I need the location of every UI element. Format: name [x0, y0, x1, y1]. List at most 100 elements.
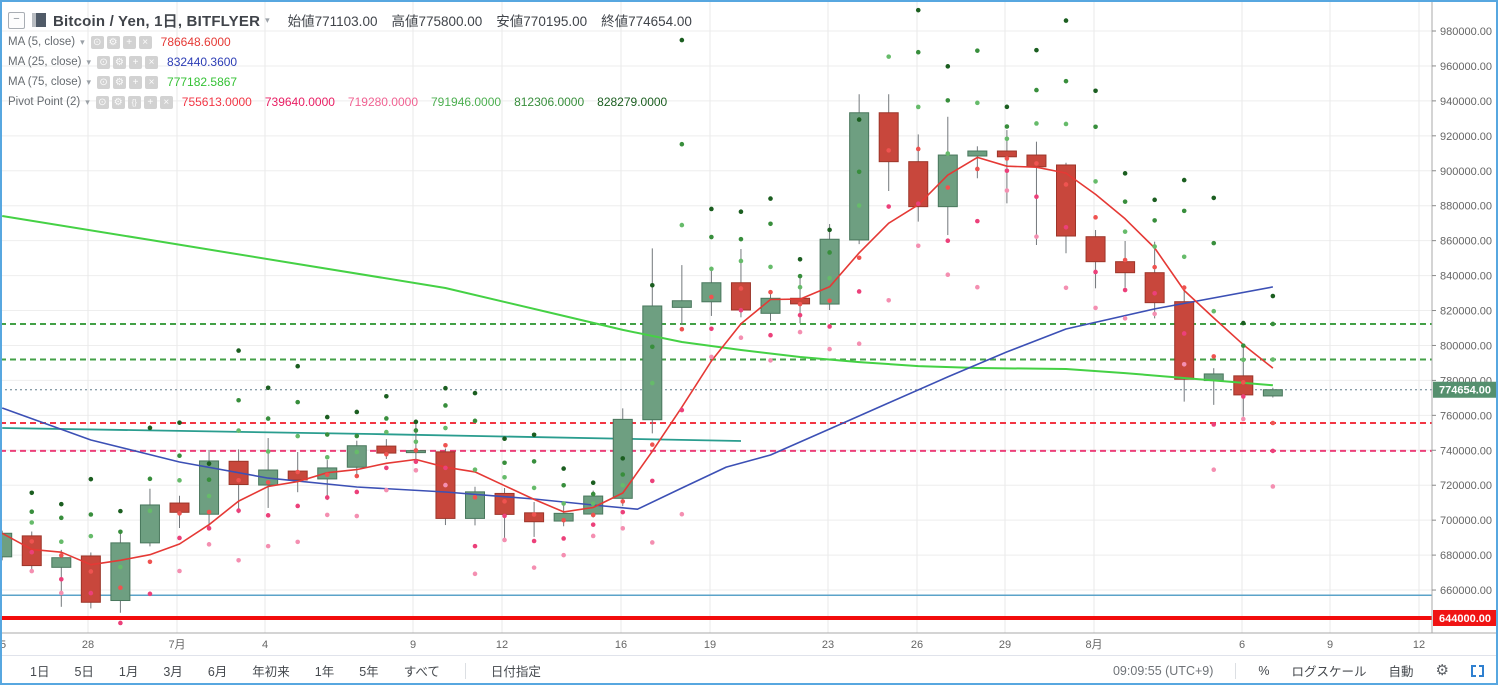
candle-7/11[interactable]	[465, 491, 485, 519]
pivot-dot	[1004, 124, 1010, 129]
candle-7/29[interactable]	[996, 150, 1017, 158]
candle-7/19[interactable]	[701, 282, 722, 303]
range-button-1月[interactable]: 1月	[118, 665, 139, 679]
pivot-dot	[1093, 124, 1098, 130]
indicator-add-button[interactable]: +	[129, 55, 143, 69]
pivot-dot	[1004, 188, 1010, 193]
indicator-close-button[interactable]: ×	[159, 95, 173, 109]
candle-7/24[interactable]	[849, 112, 870, 241]
pivot-dot	[797, 256, 803, 262]
indicator-settings-button[interactable]: ⚙	[106, 35, 120, 49]
candle-8/6[interactable]	[1233, 375, 1254, 396]
indicator-visibility-button[interactable]: ⊙	[90, 35, 104, 49]
chevron-down-icon[interactable]: ▾	[86, 56, 92, 67]
indicator-add-button[interactable]: +	[122, 35, 136, 49]
indicator-values: 786648.6000	[161, 35, 231, 49]
pivot-dot	[590, 522, 596, 527]
range-button-5年[interactable]: 5年	[359, 665, 379, 679]
candle-6/29[interactable]	[110, 542, 131, 602]
pivot-dot	[1241, 416, 1246, 422]
indicator-add-button[interactable]: +	[129, 75, 143, 89]
range-button-5日[interactable]: 5日	[74, 665, 94, 679]
pivot-dot	[118, 529, 123, 535]
gear-icon[interactable]: ⚙	[1435, 662, 1449, 679]
pivot-dot	[1152, 290, 1157, 296]
chevron-down-icon[interactable]: ▾	[265, 14, 270, 25]
pivot-dot	[1241, 357, 1246, 363]
candle-7/28[interactable]	[967, 150, 988, 157]
pivot-dot	[620, 456, 626, 461]
indicator-close-button[interactable]: ×	[145, 75, 159, 89]
pivot-dot	[1034, 87, 1039, 93]
indicator-settings-button[interactable]: ⚙	[111, 95, 125, 109]
candle-7/1[interactable]	[169, 502, 190, 513]
range-button-6月[interactable]: 6月	[207, 665, 228, 679]
candle-7/7[interactable]	[346, 445, 367, 468]
chevron-down-icon[interactable]: ▾	[86, 76, 92, 87]
percent-scale-button[interactable]: %	[1258, 663, 1270, 678]
candle-7/25[interactable]	[878, 112, 899, 163]
candle-6/30[interactable]	[139, 504, 160, 544]
indicator-visibility-button[interactable]: ⊙	[97, 75, 111, 89]
pivot-dot	[1093, 215, 1098, 220]
exchange-logo-icon	[32, 13, 46, 27]
candle-7/17[interactable]	[642, 305, 663, 421]
candle-8/4[interactable]	[1174, 301, 1195, 380]
candle-7/23[interactable]	[819, 238, 840, 305]
price-axis-panel[interactable]	[1432, 0, 1498, 685]
date-range-button[interactable]: 日付指定	[490, 665, 541, 679]
candle-8/3[interactable]	[1144, 272, 1165, 304]
indicator-source-button[interactable]: {}	[127, 95, 141, 109]
indicator-settings-button[interactable]: ⚙	[113, 55, 127, 69]
pivot-dot	[206, 493, 212, 499]
pivot-dot	[147, 508, 153, 514]
range-button-すべて[interactable]: すべて	[403, 665, 440, 679]
indicator-settings-button[interactable]: ⚙	[113, 75, 127, 89]
candle-6/27[interactable]	[51, 557, 72, 568]
range-button-1日[interactable]: 1日	[30, 665, 50, 679]
pivot-dot	[856, 255, 862, 261]
symbol-title[interactable]: Bitcoin / Yen, 1日, BITFLYER	[53, 12, 261, 30]
time-tick-label: 9	[410, 639, 416, 651]
candle-8/7[interactable]	[1262, 389, 1283, 397]
log-scale-button[interactable]: ログスケール	[1291, 665, 1367, 679]
pivot-dot	[738, 286, 744, 291]
candle-8/2[interactable]	[1115, 261, 1136, 274]
pivot-dot	[561, 552, 566, 558]
candle-7/18[interactable]	[671, 300, 692, 308]
pivot-dot	[1034, 47, 1039, 53]
price-label-text: 644000.00	[1439, 613, 1491, 625]
indicator-visibility-button[interactable]: ⊙	[97, 55, 111, 69]
collapse-pane-icon[interactable]: −	[8, 11, 25, 29]
price-tick-label: 880000.00	[1440, 201, 1492, 213]
pivot-dot	[177, 535, 182, 541]
indicator-label: MA (75, close)	[8, 76, 82, 88]
pivot-dot	[384, 429, 389, 435]
indicator-visibility-button[interactable]: ⊙	[95, 95, 109, 109]
auto-scale-button[interactable]: 自動	[1388, 665, 1414, 679]
pivot-dot	[1181, 208, 1187, 214]
range-button-年初来[interactable]: 年初来	[252, 665, 290, 679]
candle-8/1[interactable]	[1085, 236, 1106, 263]
pivot-dot	[295, 433, 301, 439]
pivot-dot	[709, 354, 714, 360]
candle-6/25[interactable]	[0, 532, 13, 558]
indicator-close-button[interactable]: ×	[145, 55, 159, 69]
time-tick-label: 29	[999, 639, 1011, 651]
pivot-dot	[206, 526, 212, 531]
chevron-down-icon[interactable]: ▾	[85, 96, 90, 107]
indicator-close-button[interactable]: ×	[138, 35, 152, 49]
range-button-1年[interactable]: 1年	[314, 665, 335, 679]
pivot-dot	[856, 203, 862, 208]
candle-7/31[interactable]	[1056, 164, 1076, 237]
pivot-dot	[590, 512, 596, 518]
pivot-dot	[413, 439, 419, 445]
candle-6/28[interactable]	[80, 555, 101, 603]
chevron-down-icon[interactable]: ▾	[80, 36, 85, 47]
time-axis-panel[interactable]	[0, 633, 1498, 655]
range-button-3月[interactable]: 3月	[163, 665, 183, 679]
indicator-add-button[interactable]: +	[143, 95, 157, 109]
candle-7/21[interactable]	[760, 297, 781, 314]
fullscreen-icon[interactable]	[1471, 664, 1484, 677]
candle-7/26[interactable]	[908, 161, 929, 208]
